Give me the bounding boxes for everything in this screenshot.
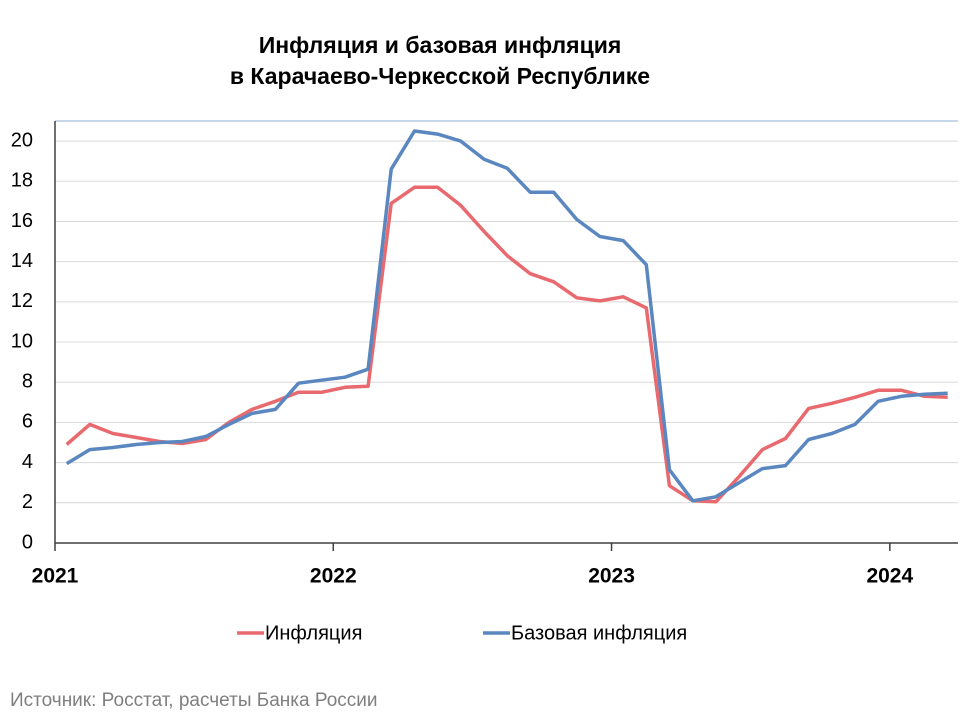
y-tick-label: 2 xyxy=(22,491,33,513)
y-tick-label: 20 xyxy=(11,129,33,151)
y-tick-label: 6 xyxy=(22,411,33,433)
y-tick-label: 8 xyxy=(22,371,33,393)
y-tick-label: 10 xyxy=(11,330,33,352)
y-tick-label: 14 xyxy=(11,250,33,272)
series-line xyxy=(65,185,948,504)
y-tick-label: 16 xyxy=(11,210,33,232)
source-note: Источник: Росстат, расчеты Банка России xyxy=(10,690,378,711)
x-tick-label: 2021 xyxy=(32,565,79,588)
y-tick-label: 12 xyxy=(11,290,33,312)
y-tick-label: 0 xyxy=(22,531,33,553)
chart-title: Инфляция и базовая инфляция xyxy=(259,32,622,58)
series-line xyxy=(65,129,948,503)
legend-label: Базовая инфляция xyxy=(511,622,687,644)
chart-subtitle: в Карачаево-Черкесской Республике xyxy=(230,63,650,89)
y-tick-label: 4 xyxy=(22,451,33,473)
x-tick-label: 2023 xyxy=(588,565,635,588)
x-tick-label: 2022 xyxy=(310,565,357,588)
y-tick-label: 18 xyxy=(11,170,33,192)
legend-label: Инфляция xyxy=(265,622,362,644)
x-tick-label: 2024 xyxy=(866,565,913,588)
